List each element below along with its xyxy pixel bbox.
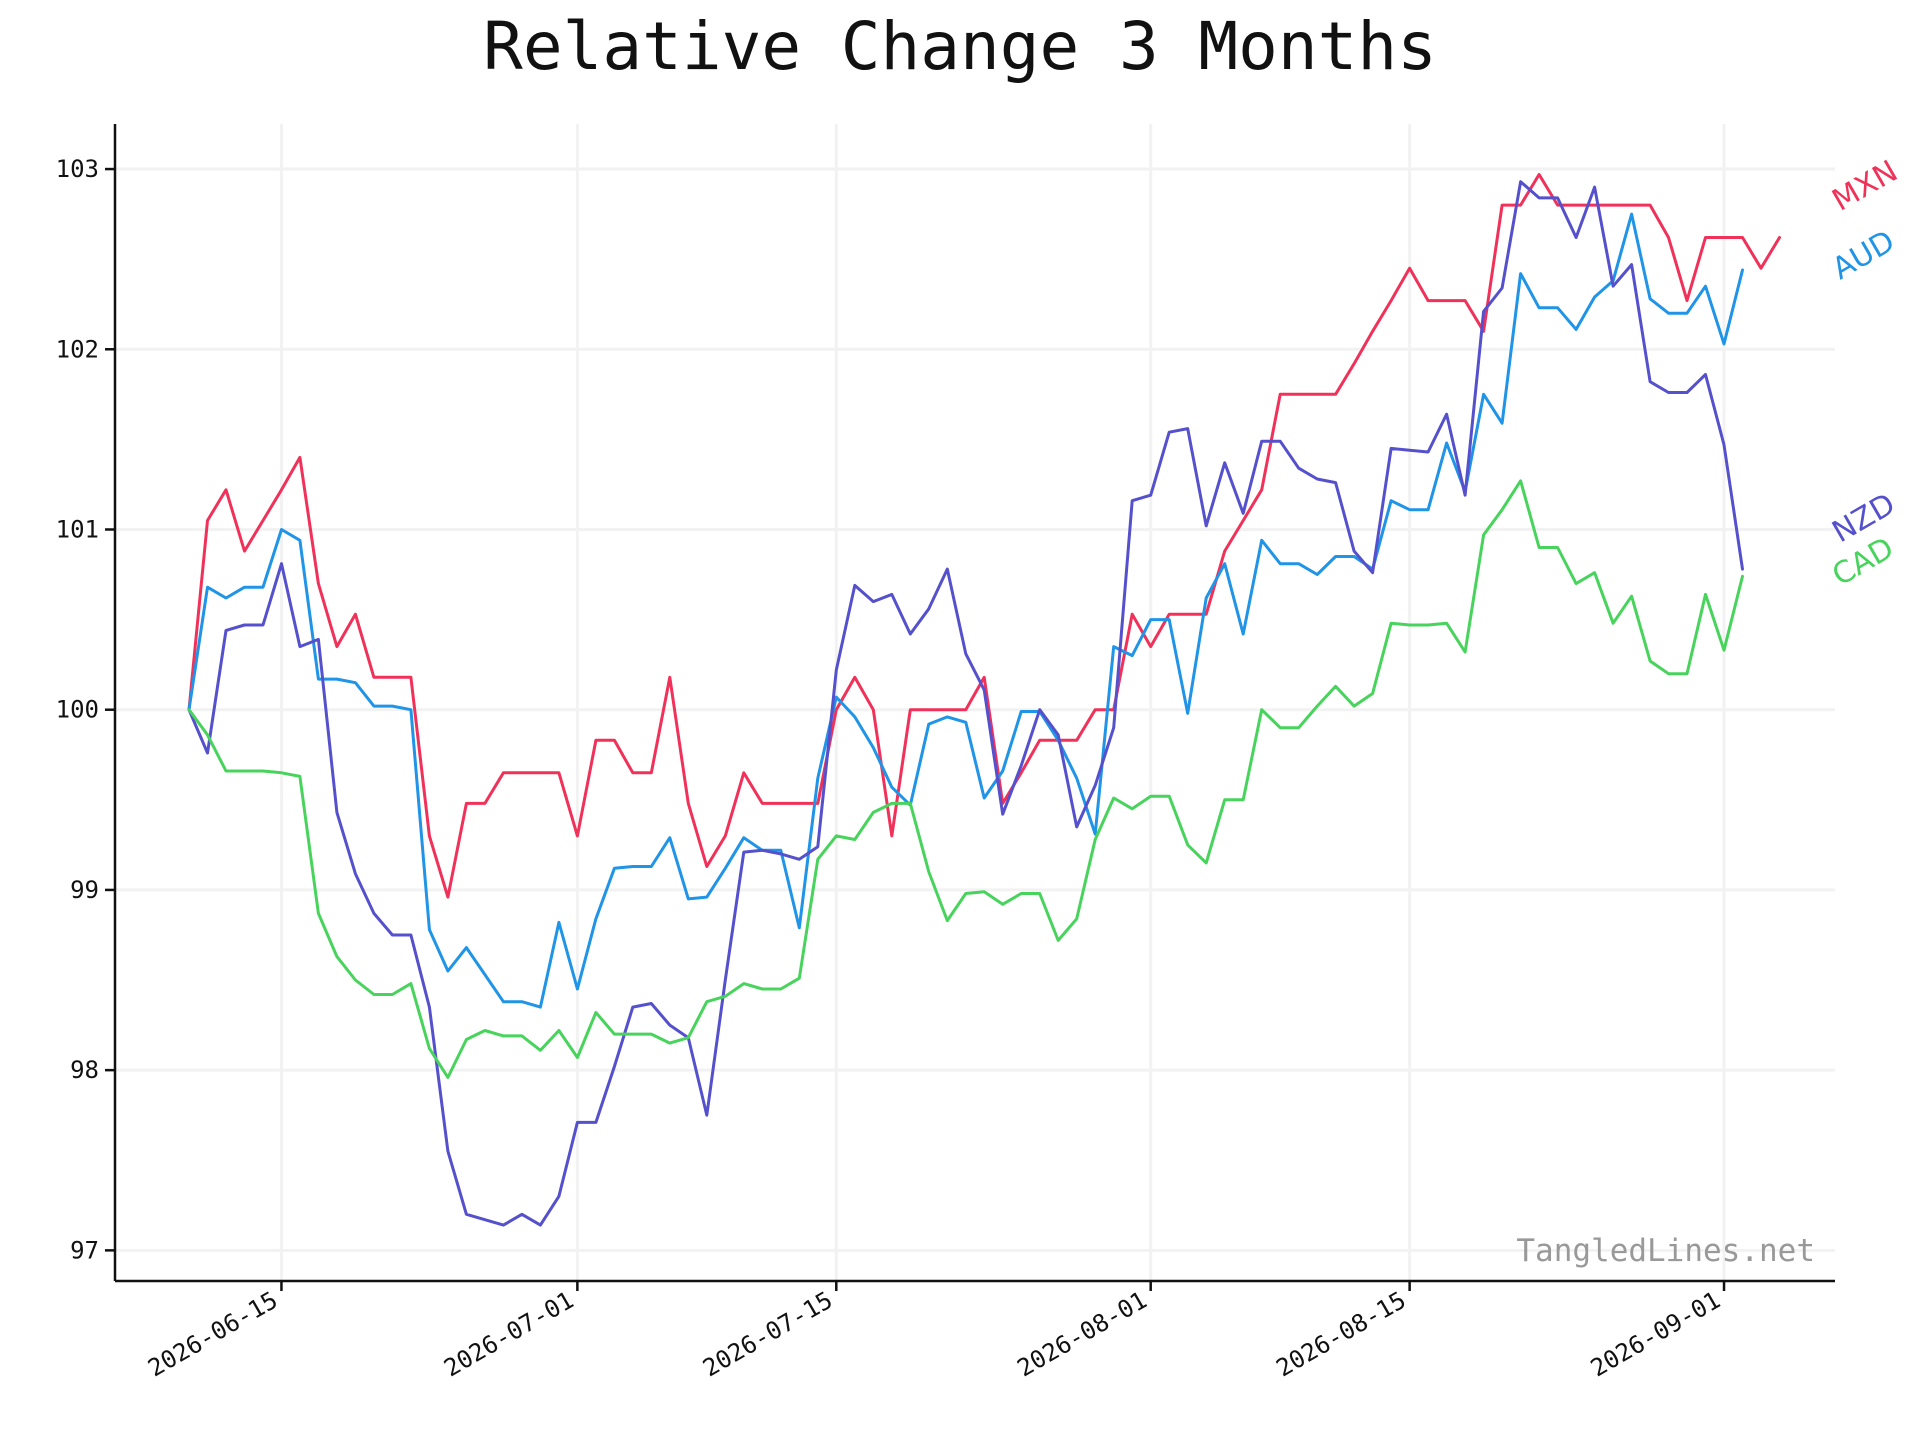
y-tick-label: 101 bbox=[56, 515, 99, 543]
series-label-aud: AUD bbox=[1827, 224, 1901, 287]
axes bbox=[113, 124, 1835, 1283]
series-line-mxn bbox=[187, 173, 1781, 899]
x-tick-label: 2026-07-15 bbox=[698, 1286, 837, 1382]
x-tick-label: 2026-06-15 bbox=[143, 1286, 282, 1382]
x-tick-label: 2026-08-01 bbox=[1013, 1286, 1152, 1382]
grid-lines bbox=[115, 124, 1835, 1281]
series-line-cad bbox=[187, 479, 1744, 1079]
y-tick-label: 97 bbox=[70, 1236, 99, 1264]
watermark: TangledLines.net bbox=[1516, 1233, 1815, 1269]
x-ticks: 2026-06-15 2026-07-01 2026-07-15 2026-08-01… bbox=[143, 1281, 1726, 1382]
series-line-aud bbox=[187, 212, 1744, 1009]
series-line-nzd bbox=[187, 180, 1744, 1227]
y-tick-label: 98 bbox=[70, 1056, 99, 1084]
x-tick-label: 2026-07-01 bbox=[439, 1286, 578, 1382]
y-ticks: 97 98 99 100 101 102 103 bbox=[56, 155, 115, 1264]
series-lines bbox=[187, 173, 1781, 1227]
series-label-mxn: MXN bbox=[1827, 154, 1904, 219]
y-tick-label: 99 bbox=[70, 876, 99, 904]
y-tick-label: 103 bbox=[56, 155, 99, 183]
x-tick-label: 2026-09-01 bbox=[1586, 1286, 1725, 1382]
x-tick-label: 2026-08-15 bbox=[1271, 1286, 1410, 1382]
chart-title: Relative Change 3 Months bbox=[483, 8, 1437, 85]
y-tick-label: 100 bbox=[56, 696, 99, 724]
y-tick-label: 102 bbox=[56, 335, 99, 363]
